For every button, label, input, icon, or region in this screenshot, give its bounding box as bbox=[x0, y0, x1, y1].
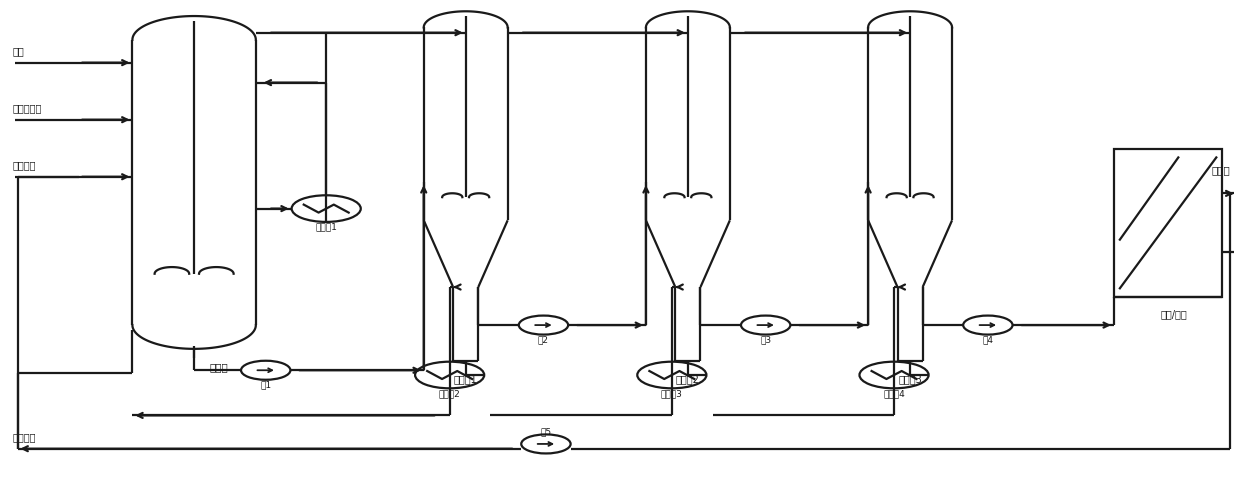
Text: 结晶釜1: 结晶釜1 bbox=[454, 373, 477, 384]
Text: 杗4: 杗4 bbox=[982, 335, 993, 343]
Text: 换热器1: 换热器1 bbox=[315, 222, 337, 231]
Text: 蛋氨酸钇盐: 蛋氨酸钇盐 bbox=[12, 103, 42, 113]
Text: 换热器4: 换热器4 bbox=[883, 388, 905, 397]
Text: 溶析釜: 溶析釜 bbox=[210, 361, 228, 371]
Text: 换热器2: 换热器2 bbox=[439, 388, 460, 397]
Bar bbox=[1114, 150, 1223, 297]
Text: 外排母液: 外排母液 bbox=[12, 432, 36, 442]
Text: 沉液/离心: 沉液/离心 bbox=[1161, 309, 1188, 319]
Text: 杗5: 杗5 bbox=[541, 426, 552, 435]
Text: 清水: 清水 bbox=[12, 47, 25, 56]
Text: 结晶釜3: 结晶釜3 bbox=[898, 373, 923, 384]
Text: 杗2: 杗2 bbox=[538, 335, 549, 343]
Text: 循环母液: 循环母液 bbox=[12, 160, 36, 170]
Text: 杗1: 杗1 bbox=[260, 380, 272, 388]
Text: 杗3: 杗3 bbox=[760, 335, 771, 343]
Text: 结晶釜2: 结晶釜2 bbox=[676, 373, 699, 384]
Text: 蛋氨酸: 蛋氨酸 bbox=[1211, 165, 1230, 175]
Text: 换热器3: 换热器3 bbox=[661, 388, 683, 397]
